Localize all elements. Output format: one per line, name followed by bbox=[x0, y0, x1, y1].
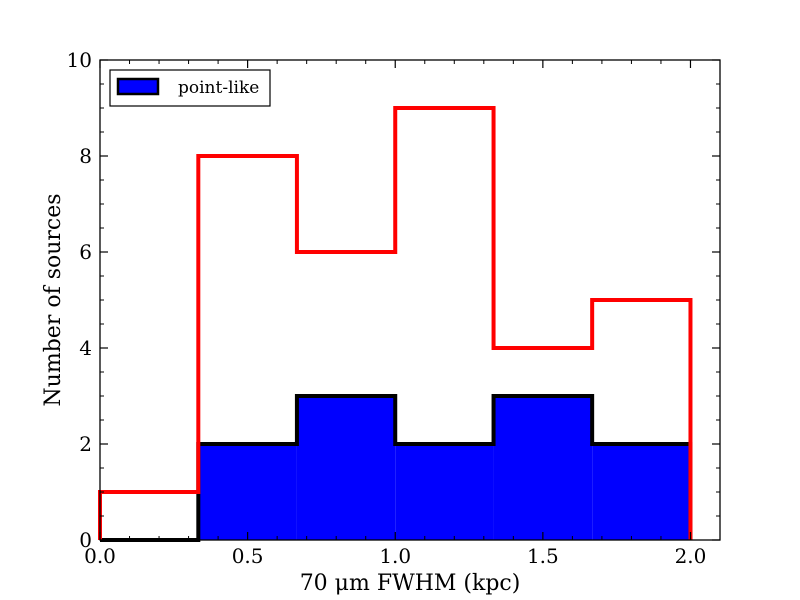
x-axis-label: 70 μm FWHM (kpc) bbox=[300, 571, 521, 596]
bar-point-like-3 bbox=[395, 444, 494, 540]
bar-point-like-2 bbox=[296, 396, 396, 540]
x-tick-label: 1.0 bbox=[379, 544, 411, 568]
y-tick-label: 2 bbox=[79, 432, 92, 456]
legend-label-point-like: point-like bbox=[178, 78, 259, 98]
legend-swatch-point-like bbox=[116, 77, 160, 96]
y-tick-label: 6 bbox=[79, 240, 92, 264]
x-tick-label: 0.5 bbox=[232, 544, 264, 568]
legend: point-like bbox=[109, 69, 271, 107]
bar-point-like-5 bbox=[592, 444, 691, 540]
y-tick-label: 0 bbox=[79, 528, 92, 552]
plot-area bbox=[98, 106, 693, 542]
x-tick-label: 2.0 bbox=[675, 544, 707, 568]
bar-point-like-4 bbox=[493, 396, 593, 540]
bar-point-like-1 bbox=[198, 444, 297, 540]
y-axis-label: Number of sources bbox=[41, 193, 66, 406]
y-tick-label: 4 bbox=[79, 336, 92, 360]
axis-ticks: 0.0 0.5 1.0 1.5 2.0 0 2 4 6 8 10 bbox=[67, 48, 721, 568]
y-tick-label: 8 bbox=[79, 144, 92, 168]
x-tick-label: 1.5 bbox=[527, 544, 559, 568]
series-step-all-sources bbox=[98, 106, 693, 540]
y-tick-label: 10 bbox=[67, 48, 92, 72]
x-tick-label: 0.0 bbox=[84, 544, 116, 568]
